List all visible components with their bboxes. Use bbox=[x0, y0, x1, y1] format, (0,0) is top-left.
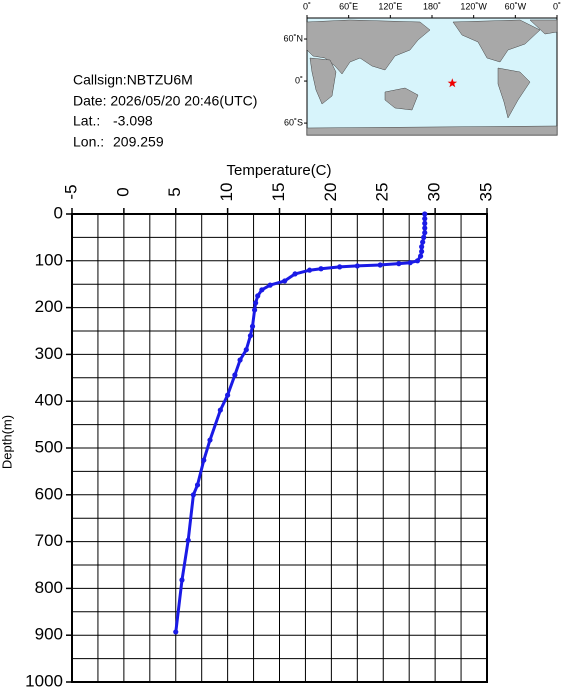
profile-point bbox=[237, 357, 243, 363]
map-lon-label: 60˚E bbox=[339, 1, 358, 11]
y-axis-title: Depth(m) bbox=[0, 415, 14, 469]
profile-point bbox=[377, 262, 383, 268]
map-lon-label: 120˚W bbox=[460, 1, 487, 11]
y-tick-label: 0 bbox=[54, 203, 63, 222]
map-lon-label: 180˚ bbox=[423, 1, 441, 11]
profile-point bbox=[252, 307, 258, 313]
profile-point bbox=[421, 234, 427, 240]
profile-point bbox=[354, 263, 360, 269]
profile-point bbox=[267, 282, 273, 288]
profile-point bbox=[247, 333, 254, 339]
profile-point bbox=[194, 482, 201, 488]
map-lon-label: 0˚ bbox=[303, 1, 311, 11]
x-tick-label: 25 bbox=[373, 183, 392, 202]
callsign: Callsign:NBTZU6M bbox=[73, 72, 193, 88]
profile-point bbox=[306, 267, 313, 273]
map-land bbox=[306, 19, 558, 136]
profile-point bbox=[255, 293, 261, 299]
y-tick-label: 500 bbox=[35, 437, 63, 456]
lat-label: Lat.: bbox=[73, 113, 100, 129]
map-lat-label: 60˚S bbox=[284, 117, 303, 127]
map-lon-label: 120˚E bbox=[378, 1, 402, 11]
profile-point bbox=[318, 266, 324, 272]
profile-point bbox=[217, 407, 223, 413]
profile-line bbox=[174, 214, 427, 633]
x-tick-label: 5 bbox=[165, 187, 184, 196]
x-axis-title: Temperature(C) bbox=[226, 162, 331, 179]
profile-point bbox=[173, 629, 179, 635]
y-tick-label: 600 bbox=[35, 484, 63, 503]
map-lat-label: 0˚ bbox=[295, 75, 303, 85]
y-tick-label: 700 bbox=[35, 531, 63, 550]
profile-point bbox=[422, 211, 428, 217]
profile-point bbox=[407, 260, 413, 266]
profile-point bbox=[232, 372, 238, 378]
lat-value: -3.098 bbox=[113, 113, 153, 129]
lon-label: Lon.: bbox=[73, 134, 104, 150]
y-tick-label: 100 bbox=[35, 250, 63, 269]
x-tick-label: 35 bbox=[476, 183, 495, 202]
station-marker bbox=[447, 78, 458, 88]
profile-point bbox=[420, 239, 426, 245]
x-tick-label: -5 bbox=[61, 184, 80, 199]
profile-point bbox=[414, 258, 421, 264]
profile-point bbox=[422, 220, 428, 226]
x-tick-label: 15 bbox=[269, 183, 288, 202]
profile-point bbox=[396, 261, 402, 267]
x-tick-label: 20 bbox=[321, 183, 340, 202]
profile-point bbox=[422, 225, 428, 231]
profile-point bbox=[201, 457, 207, 463]
profile-point bbox=[259, 287, 265, 293]
profile-point bbox=[179, 577, 185, 583]
profile-point bbox=[419, 244, 425, 250]
y-tick-label: 400 bbox=[35, 391, 63, 410]
x-tick-label: 0 bbox=[113, 187, 132, 196]
map-lon-label: 0˚ bbox=[553, 1, 561, 11]
profile-point bbox=[249, 323, 256, 329]
y-tick-label: 900 bbox=[35, 625, 63, 644]
profile-point bbox=[422, 216, 428, 222]
x-tick-label: 30 bbox=[425, 183, 444, 202]
x-tick-label: 10 bbox=[217, 183, 236, 202]
map-lon-label: 60˚W bbox=[505, 1, 527, 11]
profile-point bbox=[225, 392, 231, 398]
y-tick-label: 300 bbox=[35, 344, 63, 363]
profile-point bbox=[418, 253, 424, 259]
profile-point bbox=[207, 437, 213, 443]
profile-point bbox=[190, 492, 196, 498]
profile-point bbox=[282, 278, 288, 284]
map-inset bbox=[306, 17, 558, 136]
profile-point bbox=[419, 248, 425, 255]
y-tick-label: 1000 bbox=[25, 671, 63, 690]
profile-point bbox=[185, 537, 191, 543]
y-tick-label: 200 bbox=[35, 297, 63, 316]
profile-point bbox=[243, 347, 249, 353]
profile-point bbox=[422, 230, 428, 236]
date: Date: 2026/05/20 20:46(UTC) bbox=[73, 93, 257, 109]
profile-point bbox=[337, 264, 343, 270]
map-lat-label: 60˚N bbox=[283, 33, 303, 43]
y-tick-label: 800 bbox=[35, 578, 63, 597]
plot-frame bbox=[71, 213, 488, 683]
profile-point bbox=[292, 271, 298, 277]
lon-value: 209.259 bbox=[113, 134, 164, 150]
profile-point bbox=[253, 300, 259, 306]
